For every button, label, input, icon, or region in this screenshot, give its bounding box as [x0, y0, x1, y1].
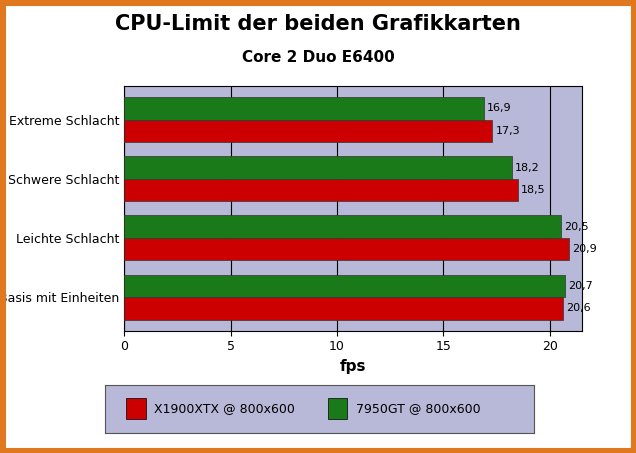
Text: 18,2: 18,2 [515, 163, 539, 173]
Text: 20,5: 20,5 [564, 222, 588, 232]
Text: 17,3: 17,3 [495, 126, 520, 136]
Bar [127, 398, 146, 419]
Text: 20,6: 20,6 [566, 304, 591, 313]
Text: CPU-Limit der beiden Grafikkarten: CPU-Limit der beiden Grafikkarten [115, 14, 521, 34]
Text: 18,5: 18,5 [522, 185, 546, 195]
Bar [124, 238, 569, 260]
Bar [124, 179, 518, 201]
Bar [124, 120, 492, 142]
Bar [124, 156, 511, 179]
Bar [328, 398, 347, 419]
Bar [124, 216, 561, 238]
Text: Core 2 Duo E6400: Core 2 Duo E6400 [242, 50, 394, 65]
Text: X1900XTX @ 800x600: X1900XTX @ 800x600 [155, 402, 295, 415]
Bar [124, 275, 565, 297]
Text: 16,9: 16,9 [487, 103, 512, 113]
Text: 20,9: 20,9 [572, 244, 597, 254]
Text: 7950GT @ 800x600: 7950GT @ 800x600 [356, 402, 481, 415]
Bar [124, 97, 484, 120]
X-axis label: fps: fps [340, 359, 366, 374]
Bar [124, 297, 563, 319]
Text: 20,7: 20,7 [568, 281, 593, 291]
